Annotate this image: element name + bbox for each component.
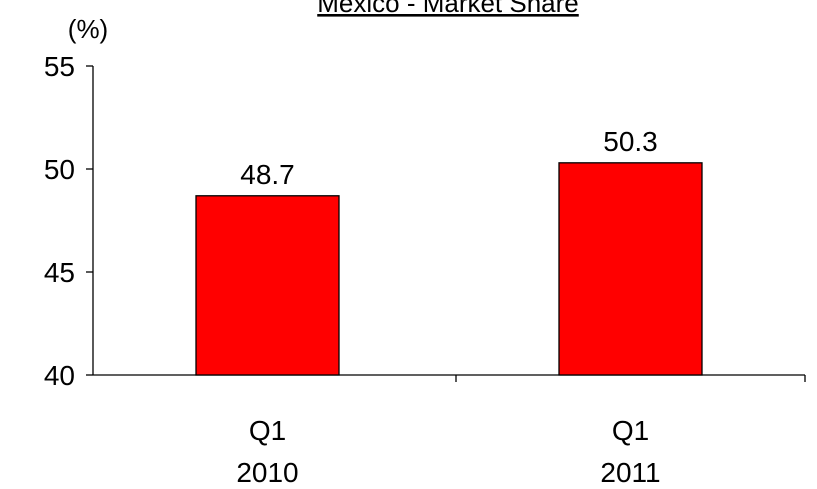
x-tick-label: Q1 2010 [236, 415, 298, 488]
data-label: 50.3 [603, 126, 658, 157]
y-tick-label: 55 [44, 51, 75, 82]
y-tick-label: 45 [44, 257, 75, 288]
y-tick-label: 50 [44, 154, 75, 185]
chart-title: Mexico - Market Share [317, 0, 579, 18]
bar [195, 195, 340, 376]
bar [558, 162, 703, 376]
y-axis-label: (%) [68, 14, 108, 44]
y-tick-label: 40 [44, 360, 75, 391]
data-label: 48.7 [240, 159, 295, 190]
x-tick-label: Q1 2011 [600, 415, 660, 488]
